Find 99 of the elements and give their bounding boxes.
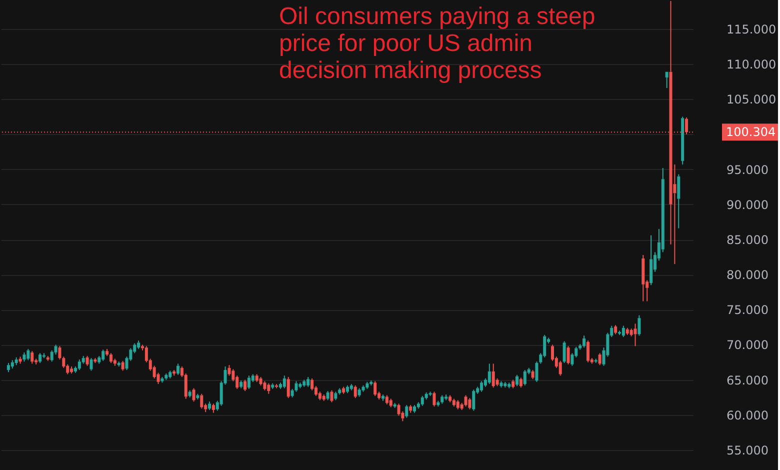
candlestick (492, 363, 495, 388)
candlestick (385, 394, 388, 405)
y-tick-label: 80.000 (726, 268, 768, 282)
y-tick-label: 65.000 (726, 373, 768, 388)
ref-line-label: 100.304 (726, 125, 776, 140)
candlestick (6, 362, 10, 373)
candlestick (468, 398, 472, 410)
candlestick (286, 376, 290, 399)
candlestick (172, 369, 176, 376)
candlestick (444, 394, 448, 401)
y-tick-label: 110.000 (726, 58, 776, 72)
y-tick-label: 70.000 (726, 338, 768, 352)
y-tick-label: 90.000 (726, 198, 768, 212)
candlestick (86, 355, 89, 366)
candlestick (109, 352, 112, 364)
candlestick (622, 325, 625, 338)
candlestick (10, 360, 14, 370)
annotation: Oil consumers paying a steep price for poor US admin decision making process (279, 3, 596, 84)
candlestick (393, 402, 396, 408)
candlestick (228, 364, 231, 376)
candlestick (519, 377, 522, 388)
candlestick (310, 378, 314, 391)
candlestick (38, 352, 42, 364)
candlestick (354, 384, 357, 399)
y-tick-label: 115.000 (726, 22, 776, 37)
candlestick (306, 376, 310, 388)
candlestick (22, 352, 26, 362)
y-tick-label: 85.000 (726, 233, 768, 248)
candlestick (208, 401, 212, 410)
candlestick (558, 360, 562, 376)
candlestick (30, 350, 34, 364)
candlestick (562, 340, 566, 364)
candlestick (358, 388, 361, 398)
candlestick (634, 323, 637, 347)
candlestick (586, 340, 590, 363)
candlestick (523, 369, 526, 386)
candlestick (247, 375, 250, 390)
candlestick (78, 358, 81, 370)
candlestick (322, 394, 326, 402)
candlestick (420, 395, 424, 406)
candlestick (46, 355, 50, 362)
candlestick (650, 234, 653, 286)
candlestick (397, 403, 400, 416)
candlestick (106, 348, 109, 356)
candlestick (192, 388, 196, 402)
candlestick (94, 358, 97, 364)
candlestick (70, 366, 74, 374)
candlestick (456, 400, 460, 410)
candlestick (642, 254, 645, 302)
candlestick (531, 369, 534, 380)
candlestick (638, 314, 641, 336)
candlestick (14, 356, 18, 366)
y-tick-label: 60.000 (726, 408, 768, 422)
candlestick (278, 382, 282, 390)
candlestick (488, 363, 491, 385)
candlestick (566, 346, 570, 365)
candlestick (432, 391, 436, 407)
y-tick-label: 75.000 (726, 303, 768, 318)
candlestick (255, 374, 258, 382)
candlestick (464, 394, 468, 407)
candlestick (535, 361, 538, 382)
candlestick (164, 372, 168, 380)
candlestick (582, 335, 586, 348)
candlestick (681, 116, 684, 165)
candlestick (448, 394, 452, 403)
candlestick (626, 327, 629, 336)
candlestick (338, 388, 342, 396)
candlestick (630, 328, 633, 337)
candlestick (334, 391, 338, 401)
candlestick (413, 404, 416, 414)
candlestick (452, 398, 456, 407)
y-tick-label: 105.000 (726, 92, 776, 107)
candlestick (176, 363, 180, 376)
candlestick (74, 366, 77, 374)
candlestick (366, 381, 369, 390)
y-tick-label: 55.000 (726, 443, 768, 458)
candlestick (326, 390, 330, 401)
candlestick (318, 391, 322, 401)
candlestick (677, 174, 680, 229)
candlestick (137, 340, 140, 350)
candlestick (500, 380, 503, 388)
candlestick (346, 384, 349, 394)
candlestick (409, 404, 412, 414)
candlestick (516, 374, 519, 387)
candlestick (428, 391, 432, 396)
candlestick (598, 352, 602, 366)
candlestick (102, 349, 105, 362)
candlestick (58, 346, 62, 360)
candlestick (665, 72, 668, 88)
candlestick (350, 384, 353, 391)
candlestick (263, 380, 266, 391)
candlestick (259, 376, 262, 386)
candlestick (212, 403, 215, 414)
candlestick (618, 330, 622, 336)
y-tick-label: 95.000 (726, 162, 768, 177)
candlestick (117, 361, 120, 367)
candlestick (370, 380, 373, 386)
candlestick (374, 380, 377, 396)
candlestick (168, 370, 172, 379)
